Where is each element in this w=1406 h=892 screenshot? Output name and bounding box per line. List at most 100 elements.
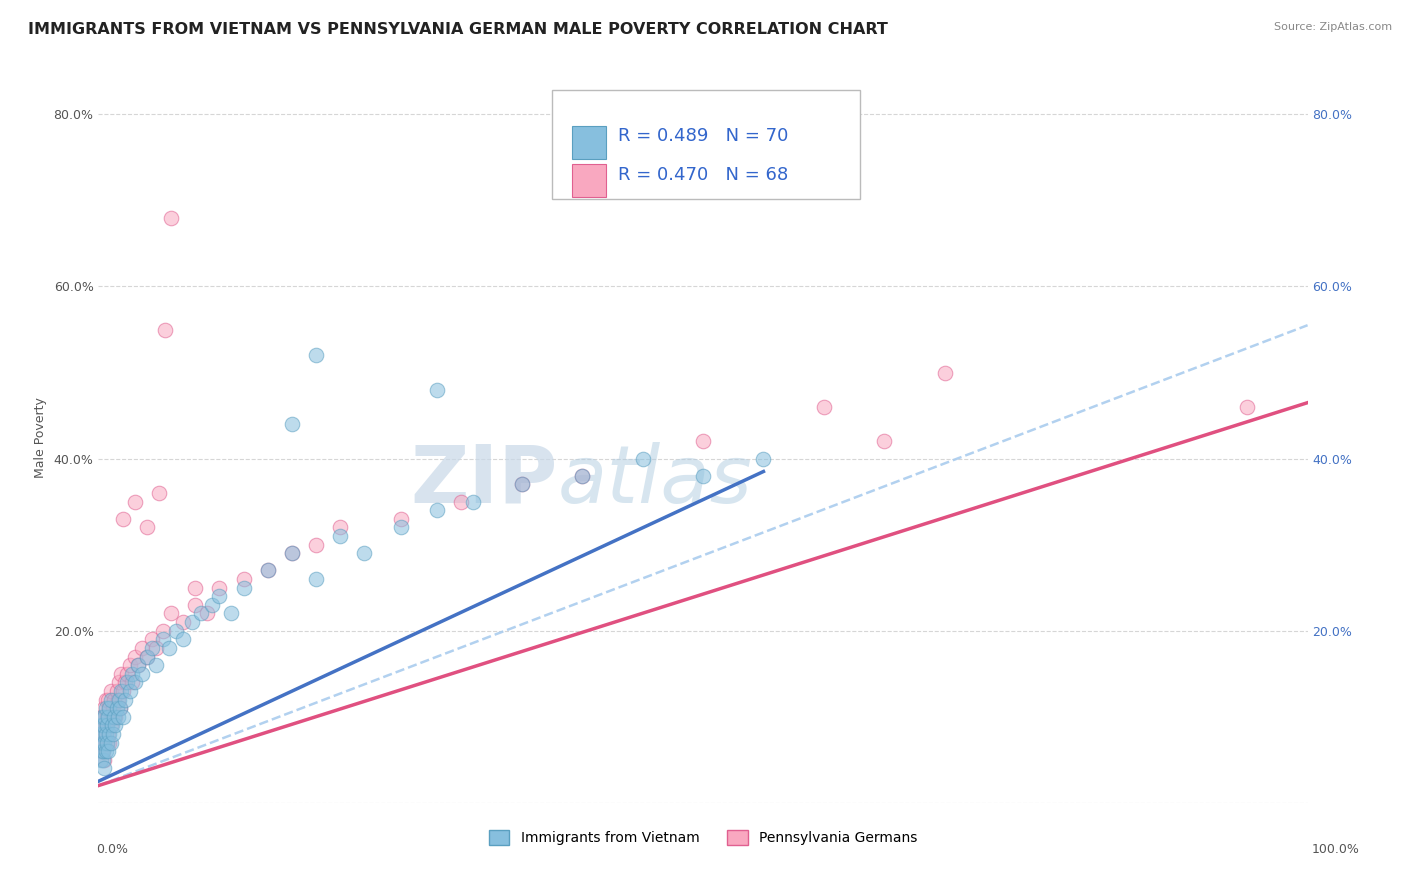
Point [281, 546, 304, 560]
Text: R = 0.489   N = 70: R = 0.489 N = 70 [619, 128, 789, 145]
Point [91, 735, 114, 749]
Point [135, 649, 157, 664]
Point [184, 581, 207, 595]
Point [111, 512, 134, 526]
Point [98, 701, 121, 715]
Point [281, 546, 304, 560]
Point [208, 581, 231, 595]
Point [463, 494, 485, 508]
Point [90, 753, 112, 767]
Point [96, 718, 118, 732]
Point [103, 710, 125, 724]
Text: ZIP: ZIP [411, 442, 558, 520]
Point [91, 710, 114, 724]
Point [100, 718, 122, 732]
Point [91, 710, 114, 724]
Point [111, 710, 134, 724]
Point [121, 666, 143, 681]
Point [510, 477, 533, 491]
Point [94, 701, 117, 715]
Point [91, 735, 114, 749]
Text: IMMIGRANTS FROM VIETNAM VS PENNSYLVANIA GERMAN MALE POVERTY CORRELATION CHART: IMMIGRANTS FROM VIETNAM VS PENNSYLVANIA … [28, 22, 889, 37]
Point [91, 744, 114, 758]
Point [131, 640, 153, 655]
Point [89, 727, 111, 741]
Point [100, 692, 122, 706]
Point [94, 744, 117, 758]
Point [190, 607, 212, 621]
Point [184, 598, 207, 612]
Point [256, 564, 278, 578]
Text: atlas: atlas [558, 442, 752, 520]
Legend: Immigrants from Vietnam, Pennsylvania Germans: Immigrants from Vietnam, Pennsylvania Ge… [484, 825, 922, 851]
Point [124, 675, 146, 690]
Point [157, 640, 180, 655]
Point [104, 718, 127, 732]
Point [813, 400, 835, 414]
Point [90, 710, 112, 724]
Point [98, 727, 121, 741]
Point [97, 710, 120, 724]
Point [160, 607, 183, 621]
Point [100, 684, 122, 698]
Point [91, 727, 114, 741]
Point [97, 727, 120, 741]
Point [117, 666, 139, 681]
Point [135, 520, 157, 534]
Point [94, 727, 117, 741]
Point [93, 753, 115, 767]
Point [94, 692, 117, 706]
Point [221, 607, 243, 621]
Point [100, 735, 122, 749]
Point [91, 744, 114, 758]
Point [89, 727, 111, 741]
Point [91, 744, 114, 758]
Point [93, 727, 115, 741]
Point [256, 564, 278, 578]
Point [201, 598, 224, 612]
Point [510, 477, 533, 491]
Point [105, 684, 128, 698]
Point [152, 624, 174, 638]
Point [329, 529, 352, 543]
FancyBboxPatch shape [572, 164, 606, 197]
Point [145, 640, 167, 655]
Point [934, 366, 956, 380]
Point [118, 684, 141, 698]
Point [105, 701, 128, 715]
Point [98, 735, 121, 749]
Point [121, 675, 143, 690]
Point [96, 710, 118, 724]
Point [329, 520, 352, 534]
Point [153, 322, 176, 336]
Point [104, 710, 127, 724]
Text: R = 0.470   N = 68: R = 0.470 N = 68 [619, 166, 789, 185]
Point [114, 675, 136, 690]
Point [108, 675, 131, 690]
Point [114, 692, 136, 706]
Point [148, 486, 170, 500]
Point [389, 520, 412, 534]
Point [450, 494, 472, 508]
Point [90, 744, 112, 758]
Point [571, 468, 593, 483]
Point [145, 658, 167, 673]
Point [91, 753, 114, 767]
Point [305, 348, 328, 362]
Point [208, 589, 231, 603]
Point [692, 434, 714, 449]
Point [101, 701, 124, 715]
Point [165, 624, 187, 638]
Point [97, 692, 120, 706]
Point [93, 710, 115, 724]
Point [131, 666, 153, 681]
Point [195, 607, 218, 621]
Point [110, 666, 132, 681]
Point [108, 701, 131, 715]
Point [873, 434, 896, 449]
Point [141, 632, 163, 647]
Point [107, 710, 129, 724]
Point [127, 658, 149, 673]
Point [571, 468, 593, 483]
Point [152, 632, 174, 647]
